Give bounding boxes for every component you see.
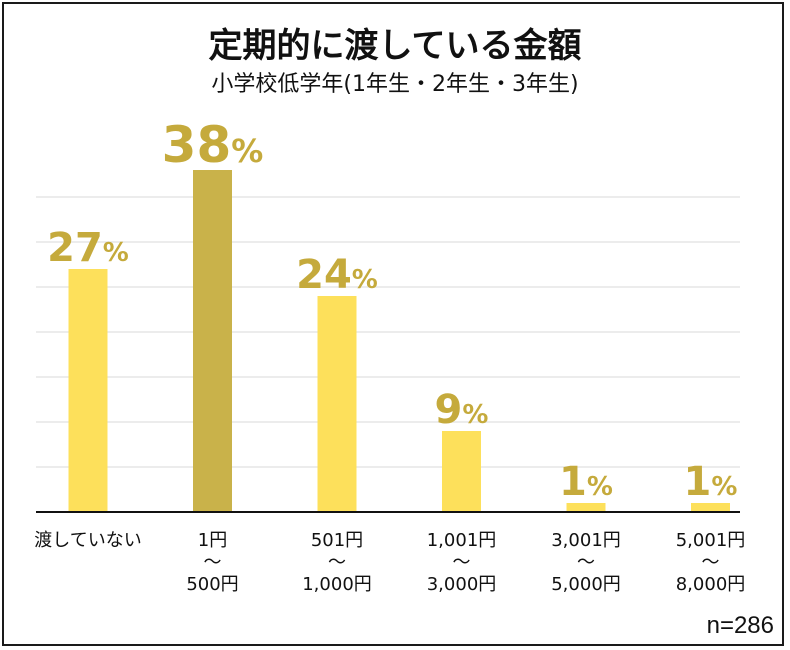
- category-label: 〜: [577, 552, 595, 573]
- category-label: 1,001円: [427, 530, 497, 551]
- data-label: 38%: [162, 116, 264, 174]
- category-label: 5,001円: [676, 530, 746, 551]
- category-label: 〜: [702, 552, 720, 573]
- data-label: 24%: [296, 252, 378, 298]
- category-label: 3,001円: [551, 530, 621, 551]
- bar: [193, 170, 232, 512]
- data-label: 9%: [435, 387, 489, 433]
- chart-title: 定期的に渡している金額: [208, 26, 582, 66]
- category-label: 5,000円: [551, 574, 621, 595]
- data-label: 1%: [684, 459, 738, 505]
- category-label: 〜: [453, 552, 471, 573]
- chart-subtitle: 小学校低学年(1年生・2年生・3年生): [211, 72, 579, 97]
- category-label: 500円: [186, 574, 238, 595]
- category-label: 501円: [311, 530, 363, 551]
- data-label: 27%: [47, 225, 129, 271]
- category-label: 8,000円: [676, 574, 746, 595]
- bar: [317, 296, 357, 512]
- category-label: 〜: [328, 552, 346, 573]
- data-label: 1%: [559, 459, 613, 505]
- bar: [566, 503, 606, 512]
- bar: [442, 431, 481, 512]
- category-label: 渡していない: [34, 530, 141, 551]
- category-label: 〜: [204, 552, 222, 573]
- category-label: 3,000円: [427, 574, 497, 595]
- category-label: 1,000円: [302, 574, 372, 595]
- bar: [68, 269, 108, 512]
- bar: [691, 503, 730, 512]
- sample-size-label: n=286: [706, 612, 774, 639]
- category-label: 1円: [198, 530, 227, 551]
